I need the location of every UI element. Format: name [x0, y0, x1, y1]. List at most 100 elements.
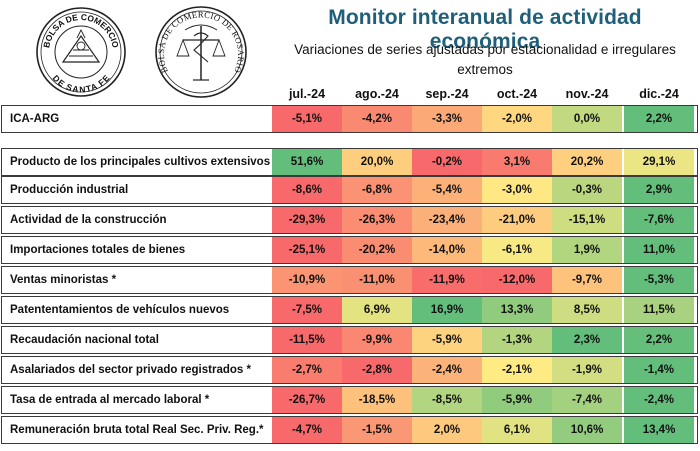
value-cell: -8,6% [272, 177, 342, 203]
value-cell: 8,5% [552, 297, 622, 323]
chart-title: Monitor interanual de actividad económic… [328, 6, 642, 53]
table-row: Remuneración bruta total Real Sec. Priv.… [1, 416, 698, 444]
column-header: oct.-24 [496, 87, 538, 101]
value-cell: -14,0% [412, 237, 482, 263]
value-cell: -5,4% [412, 177, 482, 203]
value-cell: -2,8% [342, 357, 412, 383]
value-cell: -5,1% [272, 106, 342, 132]
value-cell: -5,9% [412, 327, 482, 353]
value-cell: 16,9% [412, 297, 482, 323]
value-cell: 13,4% [624, 417, 694, 443]
value-cell: -18,5% [342, 387, 412, 413]
value-cell: 6,9% [342, 297, 412, 323]
column-header: nov.-24 [565, 87, 609, 101]
value-cell: -1,4% [624, 357, 694, 383]
table-row: Ventas minoristas * -10,9% -11,0% -11,9% -12… [1, 266, 698, 294]
row-label: Recaudación nacional total [10, 334, 159, 346]
value-cell: -11,5% [272, 327, 342, 353]
column-header: dic.-24 [639, 87, 679, 101]
value-cell: 11,0% [624, 237, 694, 263]
table-row: Recaudación nacional total -11,5% -9,9% -5,… [1, 326, 698, 354]
table-row: Asalariados del sector privado registrad… [1, 356, 698, 384]
value-cell: 2,2% [624, 327, 694, 353]
value-cell: 51,6% [272, 149, 342, 175]
row-label: Producto de los principales cultivos ext… [10, 156, 271, 168]
value-cell: -12,0% [482, 267, 552, 293]
row-label: Producción industrial [10, 184, 129, 196]
value-cell: 29,1% [624, 149, 694, 175]
logos: BOLSA DE COMERCIO DE SANTA FE BOLSA DE C… [36, 6, 247, 98]
value-cell: -21,0% [482, 207, 552, 233]
value-cell: 3,1% [482, 149, 552, 175]
value-cell: -11,0% [342, 267, 412, 293]
bolsa-santa-fe-logo: BOLSA DE COMERCIO DE SANTA FE [36, 7, 126, 97]
row-label: Ventas minoristas * [10, 274, 117, 286]
value-cell: -2,7% [272, 357, 342, 383]
value-cell: 1,9% [552, 237, 622, 263]
value-cell: -26,7% [272, 387, 342, 413]
value-cell: -7,6% [624, 207, 694, 233]
value-cell: -6,8% [342, 177, 412, 203]
value-cell: -2,0% [482, 106, 552, 132]
value-cell: 2,0% [412, 417, 482, 443]
value-cell: 0,0% [552, 106, 622, 132]
value-cell: -9,7% [552, 267, 622, 293]
row-label: Asalariados del sector privado registrad… [10, 364, 251, 376]
value-cell: -1,3% [482, 327, 552, 353]
value-cell: -3,3% [412, 106, 482, 132]
value-cell: -26,3% [342, 207, 412, 233]
table-row: Actividad de la construcción -29,3% -26,3%… [1, 206, 698, 234]
value-cell: -1,9% [552, 357, 622, 383]
value-cell: -2,4% [412, 357, 482, 383]
row-label: Importaciones totales de bienes [10, 244, 186, 256]
value-cell: -10,9% [272, 267, 342, 293]
value-cell: -1,5% [342, 417, 412, 443]
value-cell: -7,4% [552, 387, 622, 413]
chart-subtitle: Variaciones de series ajustadas por esta… [294, 42, 676, 77]
row-label: ICA-ARG [10, 113, 60, 125]
table-row: Importaciones totales de bienes -25,1% -20… [1, 236, 698, 264]
value-cell: -29,3% [272, 207, 342, 233]
value-cell: 2,9% [624, 177, 694, 203]
value-cell: 2,2% [624, 106, 694, 132]
value-cell: -2,4% [624, 387, 694, 413]
value-cell: -9,9% [342, 327, 412, 353]
column-header: ago.-24 [355, 87, 399, 101]
value-cell: 11,5% [624, 297, 694, 323]
row-label: Tasa de entrada al mercado laboral * [10, 394, 210, 406]
value-cell: -5,9% [482, 387, 552, 413]
table-row: Tasa de entrada al mercado laboral * -26,… [1, 386, 698, 414]
value-cell: 2,3% [552, 327, 622, 353]
value-cell: -20,2% [342, 237, 412, 263]
row-label: Remuneración bruta total Real Sec. Priv.… [10, 424, 264, 436]
table-row: Patententamientos de vehículos nuevos -7,… [1, 296, 698, 324]
value-cell: -25,1% [272, 237, 342, 263]
column-header: sep.-24 [425, 87, 469, 101]
table-row: ICA-ARG -5,1% -4,2% -3,3% -2,0% 0,0% 2,2% [1, 105, 698, 133]
value-cell: -11,9% [412, 267, 482, 293]
value-cell: -4,2% [342, 106, 412, 132]
table-row: Producción industrial -8,6% -6,8% -5,4% -3,0… [1, 176, 698, 204]
value-cell: -8,5% [412, 387, 482, 413]
value-cell: -23,4% [412, 207, 482, 233]
value-cell: -15,1% [552, 207, 622, 233]
value-cell: -5,3% [624, 267, 694, 293]
value-cell: -0,3% [552, 177, 622, 203]
value-cell: -4,7% [272, 417, 342, 443]
value-cell: -0,2% [412, 149, 482, 175]
table-row: Producto de los principales cultivos ext… [1, 148, 698, 176]
value-cell: 20,2% [552, 149, 622, 175]
bolsa-rosario-logo: BOLSA DE COMERCIO DE ROSARIO [155, 6, 247, 98]
value-cell: -6,1% [482, 237, 552, 263]
value-cell: -3,0% [482, 177, 552, 203]
row-label: Actividad de la construcción [10, 214, 167, 226]
value-cell: 20,0% [342, 149, 412, 175]
value-cell: -2,1% [482, 357, 552, 383]
value-cell: -7,5% [272, 297, 342, 323]
row-label: Patententamientos de vehículos nuevos [10, 304, 230, 316]
column-header: jul.-24 [288, 87, 326, 101]
value-cell: 10,6% [552, 417, 622, 443]
value-cell: 13,3% [482, 297, 552, 323]
value-cell: 6,1% [482, 417, 552, 443]
